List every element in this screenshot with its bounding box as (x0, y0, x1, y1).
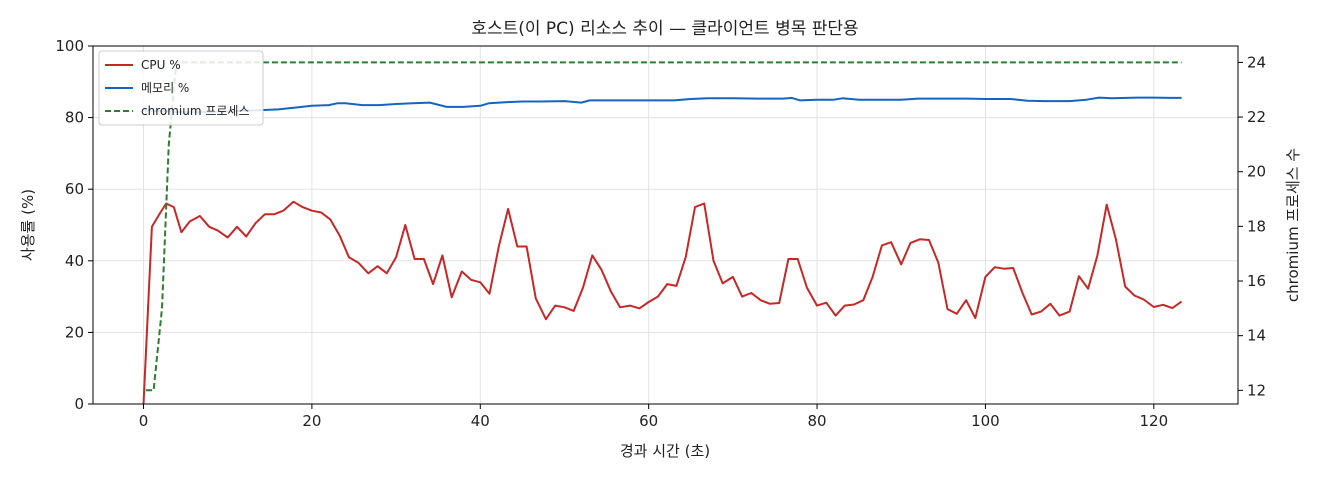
x-tick-label: 20 (302, 412, 321, 430)
series-line-1 (143, 96, 1182, 114)
x-tick-label: 60 (639, 412, 658, 430)
y-axis-label: 사용률 (%) (19, 189, 37, 261)
legend-label-2: chromium 프로세스 (141, 104, 250, 118)
x-tick-label: 100 (971, 412, 1000, 430)
y2-tick-label: 16 (1247, 272, 1266, 290)
x-tick-label: 40 (471, 412, 490, 430)
y2-tick-label: 20 (1247, 163, 1266, 181)
x-tick-label: 120 (1139, 412, 1168, 430)
y2-tick-label: 18 (1247, 217, 1266, 235)
y-tick-label: 80 (65, 109, 84, 127)
y2-tick-label: 12 (1247, 381, 1266, 399)
chart-title: 호스트(이 PC) 리소스 추이 — 클라이언트 병목 판단용 (471, 19, 858, 39)
legend-box (98, 50, 264, 126)
legend: CPU % 메모리 % chromium 프로세스 (98, 50, 264, 126)
y2-tick-label: 22 (1247, 108, 1266, 126)
y2-tick-label: 24 (1247, 53, 1266, 71)
y-tick-label: 20 (65, 323, 84, 341)
x-tick-label: 80 (807, 412, 826, 430)
y2-axis-label: chromium 프로세스 수 (1284, 148, 1302, 302)
y-axis-right: 12 14 16 18 20 22 24 (1238, 53, 1266, 399)
legend-label-0: CPU % (141, 58, 181, 72)
x-axis: 0 20 40 60 80 100 120 (139, 404, 1168, 430)
y-axis-left: 0 20 40 60 80 100 (55, 37, 93, 413)
y2-tick-label: 14 (1247, 327, 1266, 345)
y-tick-label: 60 (65, 180, 84, 198)
y-tick-label: 40 (65, 252, 84, 270)
y-tick-label: 100 (55, 37, 84, 55)
plot-frame (92, 45, 1239, 405)
legend-label-1: 메모리 % (141, 81, 189, 95)
x-tick-label: 0 (139, 412, 149, 430)
y-tick-label: 0 (74, 395, 84, 413)
series-layer (142, 61, 1183, 405)
series-line-2 (146, 61, 1182, 392)
x-axis-label: 경과 시간 (초) (620, 442, 710, 460)
series-line-0 (142, 200, 1183, 405)
